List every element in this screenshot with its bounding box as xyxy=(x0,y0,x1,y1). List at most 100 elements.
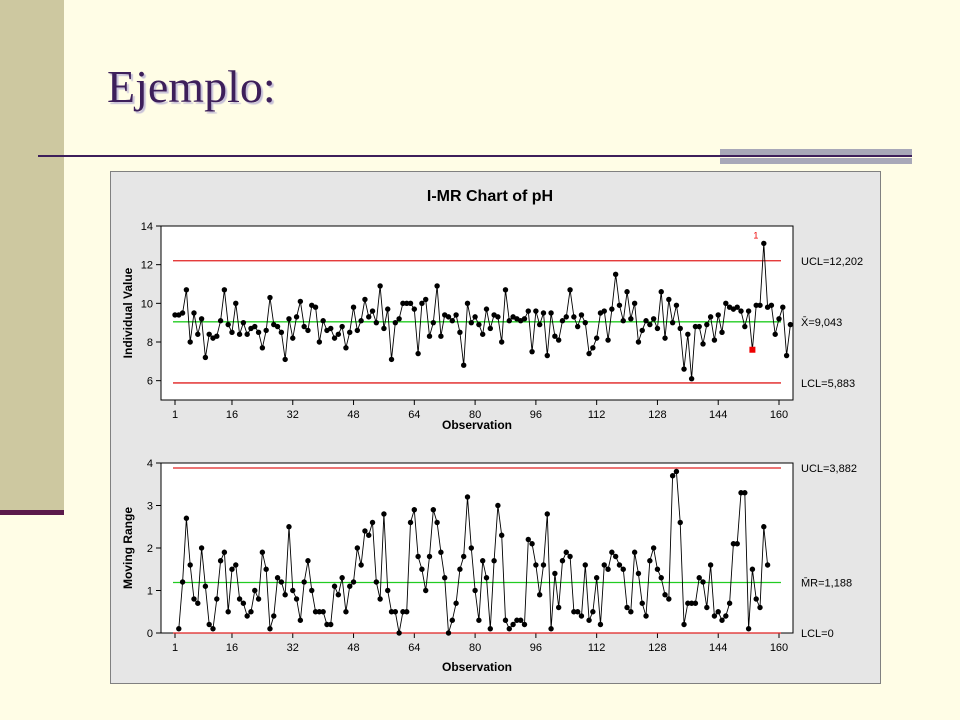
data-point xyxy=(434,283,440,289)
data-point xyxy=(464,494,471,500)
data-point xyxy=(415,350,421,357)
data-point xyxy=(339,323,345,330)
data-point xyxy=(195,331,201,337)
data-point xyxy=(719,329,725,336)
data-point xyxy=(172,312,178,318)
data-point xyxy=(631,300,638,307)
x-axis-label: Observation xyxy=(442,660,512,674)
data-point xyxy=(233,562,239,568)
y-axis-label: Moving Range xyxy=(121,507,135,589)
data-point xyxy=(381,325,387,332)
data-point xyxy=(624,289,630,295)
data-point xyxy=(476,617,482,623)
data-point xyxy=(685,600,691,606)
data-point xyxy=(347,329,353,336)
moving-range-panel: 0 1 2 3 4 1 16 32 48 64 80 96 112 128 144 160 Observatio… xyxy=(121,458,857,674)
data-point xyxy=(229,329,235,336)
y-tick-label: 14 xyxy=(141,221,153,233)
data-point xyxy=(597,621,604,628)
data-point xyxy=(244,613,250,619)
data-point xyxy=(521,621,528,628)
title-accent-bar-lower xyxy=(720,158,912,164)
data-point xyxy=(510,621,516,628)
data-point xyxy=(430,319,437,326)
data-point xyxy=(331,335,338,341)
data-point xyxy=(487,626,493,632)
data-point xyxy=(715,312,721,318)
data-point xyxy=(639,600,645,606)
data-point xyxy=(548,626,554,632)
data-point xyxy=(259,549,266,555)
data-point xyxy=(673,302,680,308)
data-point xyxy=(552,333,558,339)
data-point xyxy=(700,579,706,585)
data-point xyxy=(316,609,323,615)
data-point xyxy=(761,524,767,530)
data-point xyxy=(312,304,319,310)
x-tick-label: 96 xyxy=(530,409,542,421)
data-point xyxy=(783,352,790,359)
data-point xyxy=(343,345,349,351)
x-tick-label: 32 xyxy=(287,642,299,654)
data-point xyxy=(780,304,786,310)
x-tick-label: 160 xyxy=(770,409,788,421)
data-point xyxy=(483,575,490,581)
data-point xyxy=(293,314,300,320)
data-point xyxy=(426,333,433,339)
data-point xyxy=(612,271,619,278)
data-point xyxy=(571,314,577,320)
data-point xyxy=(476,321,482,328)
data-point xyxy=(685,331,691,337)
data-point xyxy=(707,314,714,320)
data-point xyxy=(423,587,429,594)
data-point xyxy=(715,609,721,615)
data-point xyxy=(354,545,361,551)
data-point xyxy=(574,609,581,615)
data-point xyxy=(381,511,387,517)
data-point xyxy=(536,592,543,598)
data-point xyxy=(400,609,406,615)
data-point xyxy=(404,609,410,615)
data-point xyxy=(498,339,505,345)
data-point xyxy=(377,596,383,602)
y-tick-label: 4 xyxy=(147,458,153,470)
data-point xyxy=(764,562,771,568)
data-point xyxy=(457,566,463,572)
data-point xyxy=(669,319,676,326)
x-tick-label: 16 xyxy=(226,642,238,654)
data-point xyxy=(681,366,687,372)
chart-title: I-MR Chart of pH xyxy=(427,188,553,205)
x-tick-label: 80 xyxy=(469,409,481,421)
data-point xyxy=(438,549,444,555)
data-point xyxy=(464,300,471,307)
data-point xyxy=(749,566,756,572)
data-point xyxy=(757,302,763,308)
data-point xyxy=(271,613,277,619)
data-point xyxy=(643,613,649,619)
data-point xyxy=(244,331,250,337)
data-point xyxy=(666,596,672,602)
data-point xyxy=(521,316,528,322)
data-point xyxy=(187,562,193,568)
data-point xyxy=(252,587,258,594)
data-point xyxy=(723,613,729,619)
data-point xyxy=(514,617,520,623)
data-point xyxy=(506,318,512,324)
data-point xyxy=(540,310,547,316)
data-point xyxy=(738,308,744,314)
data-point xyxy=(293,596,300,602)
data-point xyxy=(453,312,459,318)
data-point xyxy=(529,541,535,547)
data-point xyxy=(776,316,782,322)
x-tick-label: 144 xyxy=(709,409,727,421)
data-point xyxy=(711,337,718,343)
data-point xyxy=(628,316,634,322)
x-tick-label: 64 xyxy=(408,409,420,421)
data-point xyxy=(650,545,657,551)
data-point xyxy=(487,325,493,332)
data-point xyxy=(392,319,399,326)
data-point xyxy=(677,519,683,526)
data-point xyxy=(620,566,626,572)
data-point xyxy=(259,345,266,351)
data-point xyxy=(620,318,626,324)
